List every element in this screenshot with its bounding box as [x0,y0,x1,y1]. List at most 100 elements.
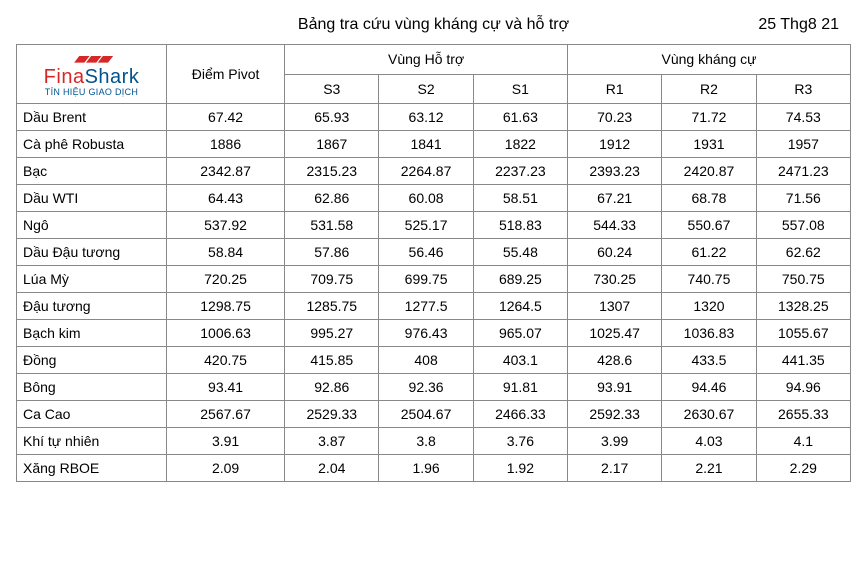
cell-s3: 531.58 [285,212,379,239]
page-date: 25 Thg8 21 [729,16,839,34]
cell-r1: 2.17 [568,455,662,482]
cell-pivot: 420.75 [167,347,285,374]
table-row: Bạch kim1006.63995.27976.43965.071025.47… [17,320,851,347]
table-row: Dầu Brent67.4265.9363.1261.6370.2371.727… [17,104,851,131]
cell-name: Bạch kim [17,320,167,347]
cell-s3: 62.86 [285,185,379,212]
cell-s1: 3.76 [473,428,567,455]
cell-name: Dầu Đậu tương [17,239,167,266]
cell-name: Ngô [17,212,167,239]
cell-r2: 94.46 [662,374,756,401]
table-row: Lúa Mỳ720.25709.75699.75689.25730.25740.… [17,266,851,293]
cell-name: Dầu Brent [17,104,167,131]
cell-s2: 92.36 [379,374,473,401]
table-row: Dầu WTI64.4362.8660.0858.5167.2168.7871.… [17,185,851,212]
logo-name-b: Shark [85,66,140,88]
cell-s2: 976.43 [379,320,473,347]
cell-r1: 730.25 [568,266,662,293]
cell-r3: 2655.33 [756,401,850,428]
logo-name-a: Fina [44,66,85,88]
cell-s3: 92.86 [285,374,379,401]
cell-s3: 3.87 [285,428,379,455]
cell-name: Đồng [17,347,167,374]
cell-s2: 3.8 [379,428,473,455]
cell-r2: 71.72 [662,104,756,131]
cell-pivot: 2567.67 [167,401,285,428]
cell-pivot: 1006.63 [167,320,285,347]
cell-pivot: 720.25 [167,266,285,293]
cell-s3: 2315.23 [285,158,379,185]
cell-s1: 403.1 [473,347,567,374]
cell-pivot: 64.43 [167,185,285,212]
cell-r3: 4.1 [756,428,850,455]
cell-r1: 60.24 [568,239,662,266]
cell-s3: 995.27 [285,320,379,347]
data-table: ▰▰▰ FinaShark TÍN HIỆU GIAO DỊCH Điểm Pi… [16,44,851,482]
cell-name: Bạc [17,158,167,185]
table-row: Đậu tương1298.751285.751277.51264.513071… [17,293,851,320]
cell-pivot: 58.84 [167,239,285,266]
cell-s1: 58.51 [473,185,567,212]
cell-pivot: 537.92 [167,212,285,239]
cell-s2: 2264.87 [379,158,473,185]
cell-name: Dầu WTI [17,185,167,212]
cell-s2: 1277.5 [379,293,473,320]
cell-s1: 965.07 [473,320,567,347]
cell-s2: 1841 [379,131,473,158]
cell-s3: 65.93 [285,104,379,131]
cell-s3: 2.04 [285,455,379,482]
cell-r2: 1036.83 [662,320,756,347]
cell-r3: 1328.25 [756,293,850,320]
col-s3: S3 [285,74,379,104]
cell-s3: 1285.75 [285,293,379,320]
cell-r3: 62.62 [756,239,850,266]
logo-cell: ▰▰▰ FinaShark TÍN HIỆU GIAO DỊCH [17,45,167,104]
col-r3: R3 [756,74,850,104]
cell-name: Lúa Mỳ [17,266,167,293]
cell-r2: 1320 [662,293,756,320]
page-title: Bảng tra cứu vùng kháng cự và hỗ trợ [138,16,729,34]
cell-r3: 750.75 [756,266,850,293]
col-r2: R2 [662,74,756,104]
cell-name: Xăng RBOE [17,455,167,482]
cell-s1: 1264.5 [473,293,567,320]
cell-r2: 61.22 [662,239,756,266]
cell-r1: 2393.23 [568,158,662,185]
cell-name: Bông [17,374,167,401]
cell-s1: 55.48 [473,239,567,266]
cell-s1: 91.81 [473,374,567,401]
col-group-resist: Vùng kháng cự [568,45,851,75]
logo: ▰▰▰ FinaShark TÍN HIỆU GIAO DỊCH [21,51,162,97]
cell-name: Cà phê Robusta [17,131,167,158]
cell-r1: 1912 [568,131,662,158]
cell-r3: 74.53 [756,104,850,131]
cell-r1: 428.6 [568,347,662,374]
cell-r2: 1931 [662,131,756,158]
cell-s3: 415.85 [285,347,379,374]
cell-r1: 1307 [568,293,662,320]
cell-pivot: 2.09 [167,455,285,482]
cell-s2: 525.17 [379,212,473,239]
cell-s3: 57.86 [285,239,379,266]
cell-s2: 56.46 [379,239,473,266]
cell-s2: 1.96 [379,455,473,482]
table-row: Ngô537.92531.58525.17518.83544.33550.675… [17,212,851,239]
cell-r2: 740.75 [662,266,756,293]
logo-tagline: TÍN HIỆU GIAO DỊCH [45,88,138,97]
cell-pivot: 3.91 [167,428,285,455]
cell-s1: 1.92 [473,455,567,482]
cell-r2: 550.67 [662,212,756,239]
cell-pivot: 1886 [167,131,285,158]
cell-pivot: 67.42 [167,104,285,131]
table-row: Bông93.4192.8692.3691.8193.9194.4694.96 [17,374,851,401]
cell-r2: 2420.87 [662,158,756,185]
cell-name: Đậu tương [17,293,167,320]
cell-name: Ca Cao [17,401,167,428]
cell-s2: 408 [379,347,473,374]
cell-r1: 544.33 [568,212,662,239]
cell-s1: 2466.33 [473,401,567,428]
table-row: Khí tự nhiên3.913.873.83.763.994.034.1 [17,428,851,455]
col-s2: S2 [379,74,473,104]
cell-r3: 441.35 [756,347,850,374]
cell-r1: 93.91 [568,374,662,401]
